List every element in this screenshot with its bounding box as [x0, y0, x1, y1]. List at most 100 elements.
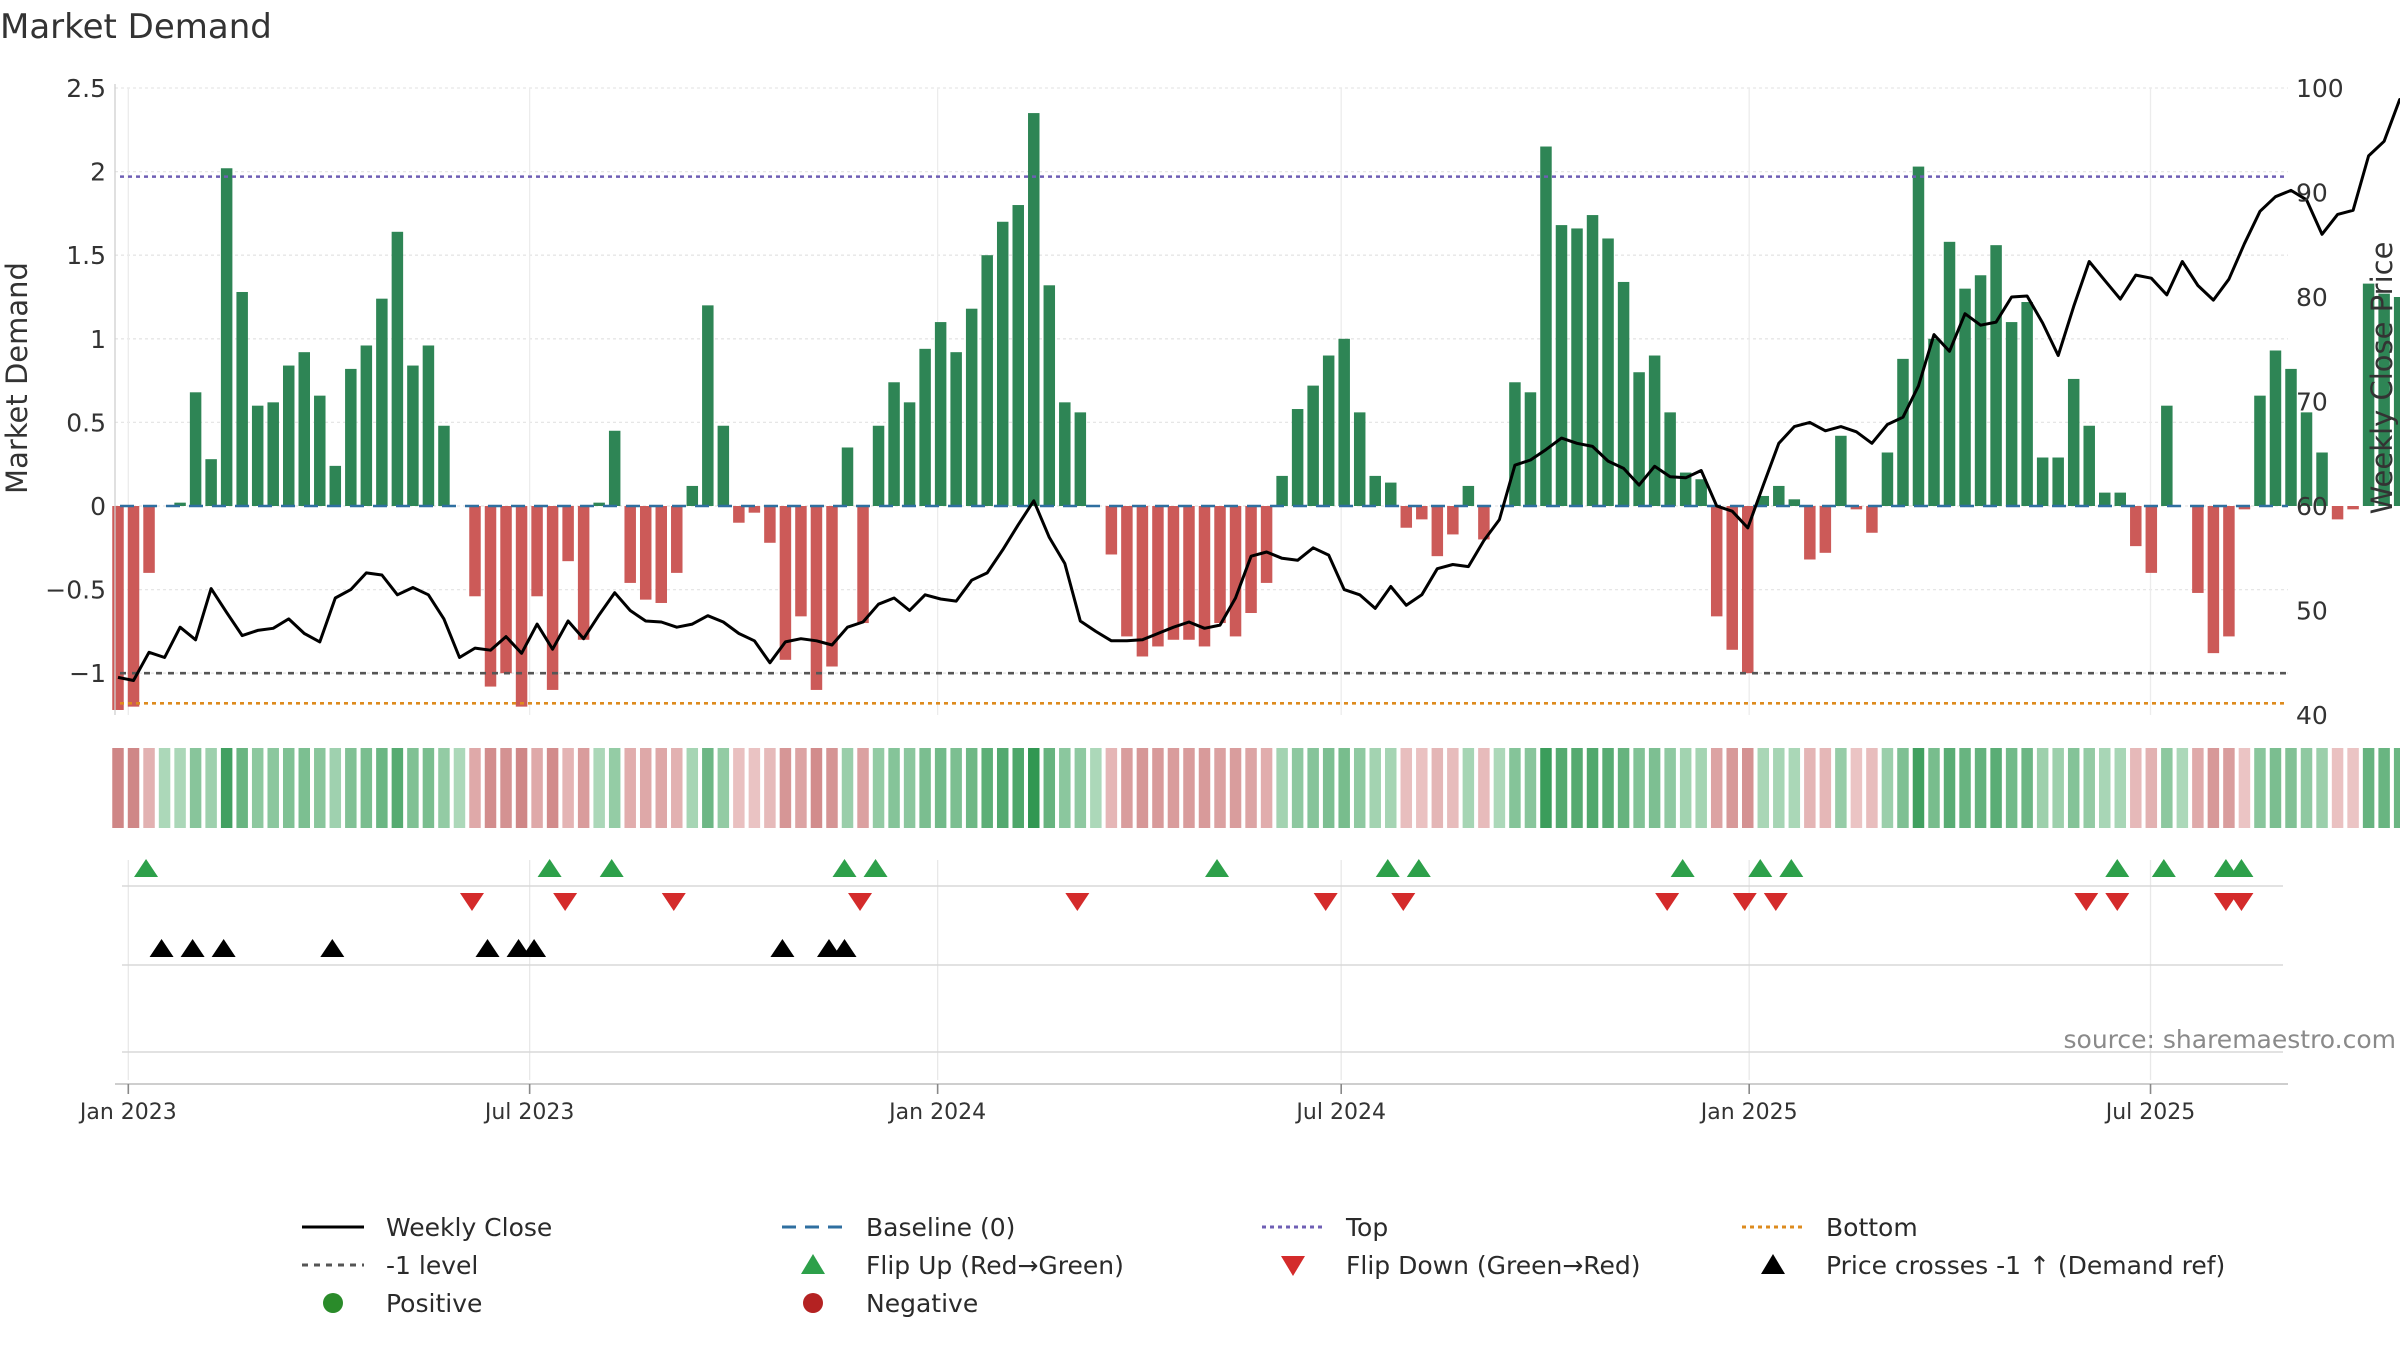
heat-strip-cell: [2130, 748, 2142, 828]
heat-strip-cell: [2052, 748, 2064, 828]
heat-strip-cell: [1742, 748, 1754, 828]
heat-strip-cell: [1881, 748, 1894, 828]
heat-strip-cell: [981, 748, 993, 828]
heat-strip-cell: [1462, 748, 1475, 828]
demand-bar: [2114, 492, 2127, 506]
price-cross-marker: [211, 939, 236, 957]
demand-bar: [1043, 285, 1056, 506]
demand-bar: [1990, 245, 2002, 506]
heat-strip-cell: [1633, 748, 1645, 828]
heat-strip-cell: [2362, 748, 2375, 828]
demand-bar: [981, 255, 993, 506]
demand-bar: [2223, 506, 2235, 637]
demand-bar: [872, 425, 885, 506]
heat-strip-cell: [2223, 748, 2235, 828]
heat-strip-cell: [220, 748, 233, 828]
heat-strip-cell: [1648, 748, 1661, 828]
heat-strip-cell: [112, 748, 124, 828]
legend-item-cross: Price crosses -1 ↑ (Demand ref): [1740, 1246, 2250, 1284]
demand-bar: [1105, 506, 1118, 555]
demand-bar: [1307, 385, 1319, 506]
demand-bar: [2021, 302, 2033, 506]
x-tick-label: Jul 2025: [2104, 1100, 2196, 1125]
heat-strip-cell: [1664, 748, 1676, 828]
heat-strip-cell: [1167, 748, 1180, 828]
legend-label: Flip Up (Red→Green): [866, 1250, 1124, 1280]
demand-bar: [2192, 506, 2204, 593]
legend-dot-icon: [803, 1293, 823, 1313]
demand-bar: [2331, 506, 2344, 520]
heat-strip-cell: [438, 748, 450, 828]
demand-bar: [2005, 322, 2018, 506]
demand-bar: [608, 430, 621, 506]
heat-strip-cell: [1400, 748, 1413, 828]
heat-strip-cell: [562, 748, 574, 828]
demand-bar: [1571, 228, 1583, 506]
close-line-group: [117, 98, 2400, 682]
x-tick-label: Jul 2024: [1294, 1100, 1386, 1125]
legend-dotted-line-icon: [1262, 1225, 1324, 1229]
demand-bar: [1183, 506, 1195, 640]
demand-bar: [127, 506, 140, 707]
demand-bar: [1400, 506, 1413, 528]
demand-bar: [655, 506, 667, 603]
x-tick-label: Jul 2023: [483, 1100, 575, 1125]
demand-bar: [1121, 506, 1133, 637]
heat-strip-cell: [2347, 748, 2359, 828]
demand-bar: [298, 352, 311, 506]
demand-bar: [1835, 435, 1847, 506]
heat-strip-cell: [1710, 748, 1723, 828]
heat-strip-cell: [593, 748, 605, 828]
demand-bar: [1710, 506, 1723, 617]
heat-strip-cell: [2285, 748, 2297, 828]
demand-bar: [1742, 506, 1754, 674]
demand-bar: [2316, 452, 2328, 506]
heat-strip-cell: [1540, 748, 1552, 828]
heat-strip-cell: [2378, 748, 2390, 828]
heat-strip-cell: [2067, 748, 2080, 828]
demand-bar: [1602, 238, 1614, 507]
heat-strip-cell: [1260, 748, 1273, 828]
legend-triangle-up-icon: [1761, 1254, 1785, 1274]
price-cross-marker: [320, 939, 345, 957]
demand-bar: [2161, 405, 2173, 506]
heat-strip-cell: [158, 748, 171, 828]
demand-bar: [996, 221, 1009, 506]
demand-bar: [2130, 506, 2142, 547]
demand-bar: [314, 395, 326, 506]
heat-strip-cell: [546, 748, 559, 828]
demand-bar: [376, 298, 388, 506]
demand-bar: [189, 392, 202, 506]
demand-bar: [2067, 378, 2080, 506]
demand-bar: [965, 308, 978, 506]
legend-item-minus-one: -1 level: [300, 1246, 780, 1284]
x-tick-label: Jan 2025: [1699, 1100, 1798, 1125]
heat-strip-cell: [639, 748, 652, 828]
heat-strip-cell: [608, 748, 621, 828]
demand-bar: [1617, 281, 1630, 506]
demand-bar: [1478, 506, 1490, 540]
heat-strip-cell: [1214, 748, 1226, 828]
demand-bar: [1943, 241, 1956, 506]
demand-bar: [795, 506, 807, 617]
heat-strip-cell: [2099, 748, 2111, 828]
heat-strip-cell: [1276, 748, 1288, 828]
demand-bar: [1353, 412, 1366, 506]
weekly-close-line: [117, 98, 2400, 682]
heat-strip-cell: [1353, 748, 1366, 828]
y-tick-label-right: 70: [2296, 388, 2328, 417]
heat-strip-cell: [2036, 748, 2049, 828]
demand-bar: [1416, 506, 1428, 520]
y-tick-label-left: 2: [90, 158, 106, 187]
demand-bar: [748, 506, 761, 513]
demand-bar: [345, 368, 357, 506]
heat-strip-cell: [407, 748, 419, 828]
demand-bar: [1881, 452, 1894, 506]
legend: Weekly Close Baseline (0) Top Bottom -1 …: [300, 1208, 2250, 1328]
event-markers: [122, 859, 2283, 1053]
heat-strip-cell: [1959, 748, 1971, 828]
heat-strip-cell: [1602, 748, 1614, 828]
y-tick-label-right: 50: [2296, 597, 2328, 626]
heat-strip-cell: [1571, 748, 1583, 828]
demand-bar: [779, 506, 792, 660]
